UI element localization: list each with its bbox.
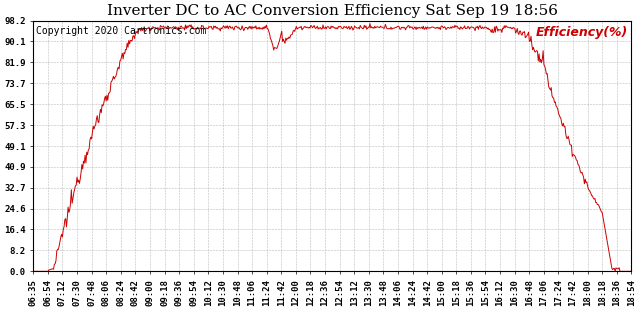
Text: Efficiency(%): Efficiency(%): [536, 26, 628, 39]
Text: Copyright 2020 Cartronics.com: Copyright 2020 Cartronics.com: [36, 26, 207, 36]
Title: Inverter DC to AC Conversion Efficiency Sat Sep 19 18:56: Inverter DC to AC Conversion Efficiency …: [107, 4, 558, 18]
